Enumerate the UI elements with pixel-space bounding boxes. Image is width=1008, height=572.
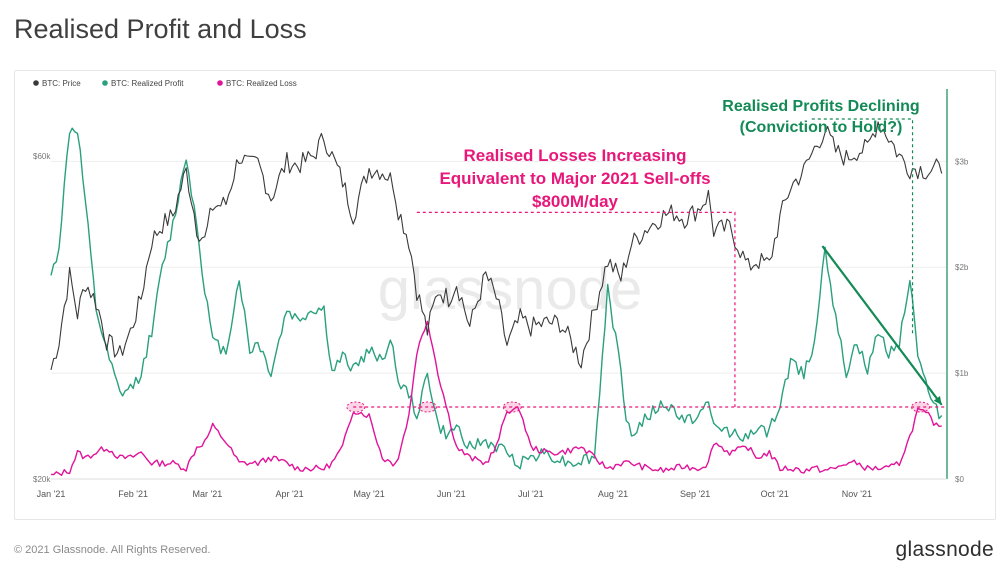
series-line-price bbox=[50, 121, 943, 371]
x-tick-label: May '21 bbox=[353, 489, 384, 499]
watermark: glassnode bbox=[378, 257, 642, 322]
page-title: Realised Profit and Loss bbox=[14, 14, 307, 44]
annotations: Realised Losses Increasing Equivalent to … bbox=[346, 98, 947, 413]
profit-arrow-head bbox=[933, 396, 942, 405]
y-right-tick-label: $2b bbox=[955, 263, 969, 272]
x-tick-label: Feb '21 bbox=[118, 489, 148, 499]
legend-entry[interactable]: BTC: Realized Loss bbox=[226, 79, 297, 88]
loss-highlight-marker bbox=[910, 401, 930, 413]
series-line-realized-profit bbox=[50, 127, 943, 470]
copyright-notice: © 2021 Glassnode. All Rights Reserved. bbox=[14, 544, 211, 556]
loss-highlight-marker bbox=[346, 401, 366, 413]
x-tick-label: Jul '21 bbox=[518, 489, 544, 499]
x-tick-label: Apr '21 bbox=[275, 489, 303, 499]
y-left-tick-label: $20k bbox=[33, 475, 51, 484]
loss-highlight-marker bbox=[417, 401, 437, 413]
glassnode-logo: glassnode bbox=[895, 538, 994, 561]
series-group bbox=[50, 121, 943, 476]
legend-swatch bbox=[102, 80, 108, 86]
y-right-tick-label: $1b bbox=[955, 369, 969, 378]
chart-panel: glassnode Jan '21 Feb '21 Mar '21 Apr '21 Ma… bbox=[14, 70, 996, 520]
series-line-realized-loss bbox=[50, 320, 942, 476]
x-tick-label: Jan '21 bbox=[37, 489, 66, 499]
profit-trend-arrow bbox=[821, 245, 943, 406]
profit-annotation-line: (Conviction to Hold?) bbox=[740, 119, 903, 136]
legend-swatch bbox=[217, 80, 223, 86]
axes: Jan '21 Feb '21 Mar '21 Apr '21 May '21 Jun '… bbox=[33, 89, 969, 499]
x-tick-label: Nov '21 bbox=[842, 489, 872, 499]
x-tick-label: Sep '21 bbox=[680, 489, 710, 499]
x-tick-label: Oct '21 bbox=[761, 489, 789, 499]
y-right-tick-label: $0 bbox=[955, 475, 964, 484]
x-tick-label: Jun '21 bbox=[437, 489, 466, 499]
profit-annotation-line: Realised Profits Declining bbox=[722, 98, 919, 115]
legend-swatch bbox=[33, 80, 39, 86]
y-right-tick-label: $3b bbox=[955, 157, 969, 166]
x-tick-label: Mar '21 bbox=[193, 489, 223, 499]
realised-profit-loss-chart: glassnode Jan '21 Feb '21 Mar '21 Apr '21 Ma… bbox=[33, 79, 969, 499]
loss-bracket bbox=[416, 211, 736, 407]
loss-annotation-line: $800M/day bbox=[532, 192, 619, 211]
legend-entry[interactable]: BTC: Price bbox=[42, 79, 81, 88]
x-tick-label: Aug '21 bbox=[598, 489, 628, 499]
loss-annotation-line: Realised Losses Increasing bbox=[464, 146, 687, 165]
loss-annotation-line: Equivalent to Major 2021 Sell-offs bbox=[439, 169, 710, 188]
loss-highlight-marker bbox=[502, 401, 522, 413]
legend-entry[interactable]: BTC: Realized Profit bbox=[111, 79, 184, 88]
legend: BTC: Price BTC: Realized Profit BTC: Reali… bbox=[33, 79, 297, 88]
y-left-tick-label: $60k bbox=[33, 152, 51, 161]
